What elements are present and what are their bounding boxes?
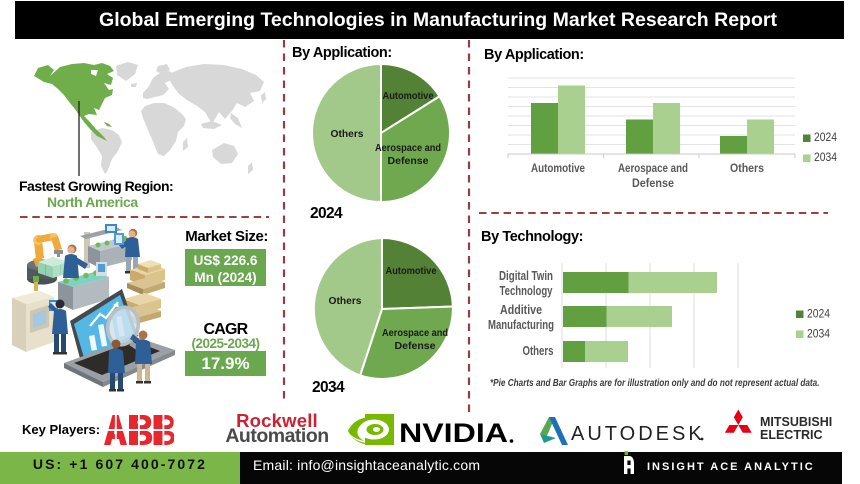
svg-text:Aerospace and: Aerospace and (618, 163, 688, 175)
svg-text:Digital Twin: Digital Twin (499, 269, 553, 283)
svg-text:Aerospace and: Aerospace and (382, 327, 448, 339)
svg-text:Technology: Technology (500, 284, 553, 298)
svg-text:Others: Others (730, 163, 764, 175)
svg-text:2024: 2024 (807, 309, 831, 321)
svg-text:Defense: Defense (395, 340, 436, 352)
svg-text:Automotive: Automotive (386, 265, 437, 277)
svg-text:Automotive: Automotive (383, 90, 434, 102)
svg-text:NVIDIA: NVIDIA (399, 418, 508, 448)
svg-text:Others: Others (331, 128, 364, 140)
svg-text:Aerospace and: Aerospace and (375, 142, 441, 154)
svg-text:INSIGHT ACE ANALYTIC: INSIGHT ACE ANALYTIC (647, 461, 815, 473)
svg-text:Manufacturing: Manufacturing (488, 318, 554, 332)
svg-text:Defense: Defense (388, 155, 429, 167)
svg-text:2034: 2034 (814, 152, 838, 164)
svg-text:2024: 2024 (814, 132, 838, 144)
svg-text:Others: Others (523, 344, 554, 358)
svg-text:MITSUBISHI: MITSUBISHI (760, 415, 832, 429)
svg-text:AUTODESK: AUTODESK (571, 423, 705, 445)
svg-text:Automotive: Automotive (531, 163, 585, 175)
svg-text:2034: 2034 (807, 329, 831, 341)
svg-text:Defense: Defense (632, 178, 674, 190)
svg-text:Additive: Additive (500, 303, 542, 317)
svg-text:Others: Others (329, 295, 362, 307)
svg-text:ELECTRIC: ELECTRIC (760, 428, 823, 442)
